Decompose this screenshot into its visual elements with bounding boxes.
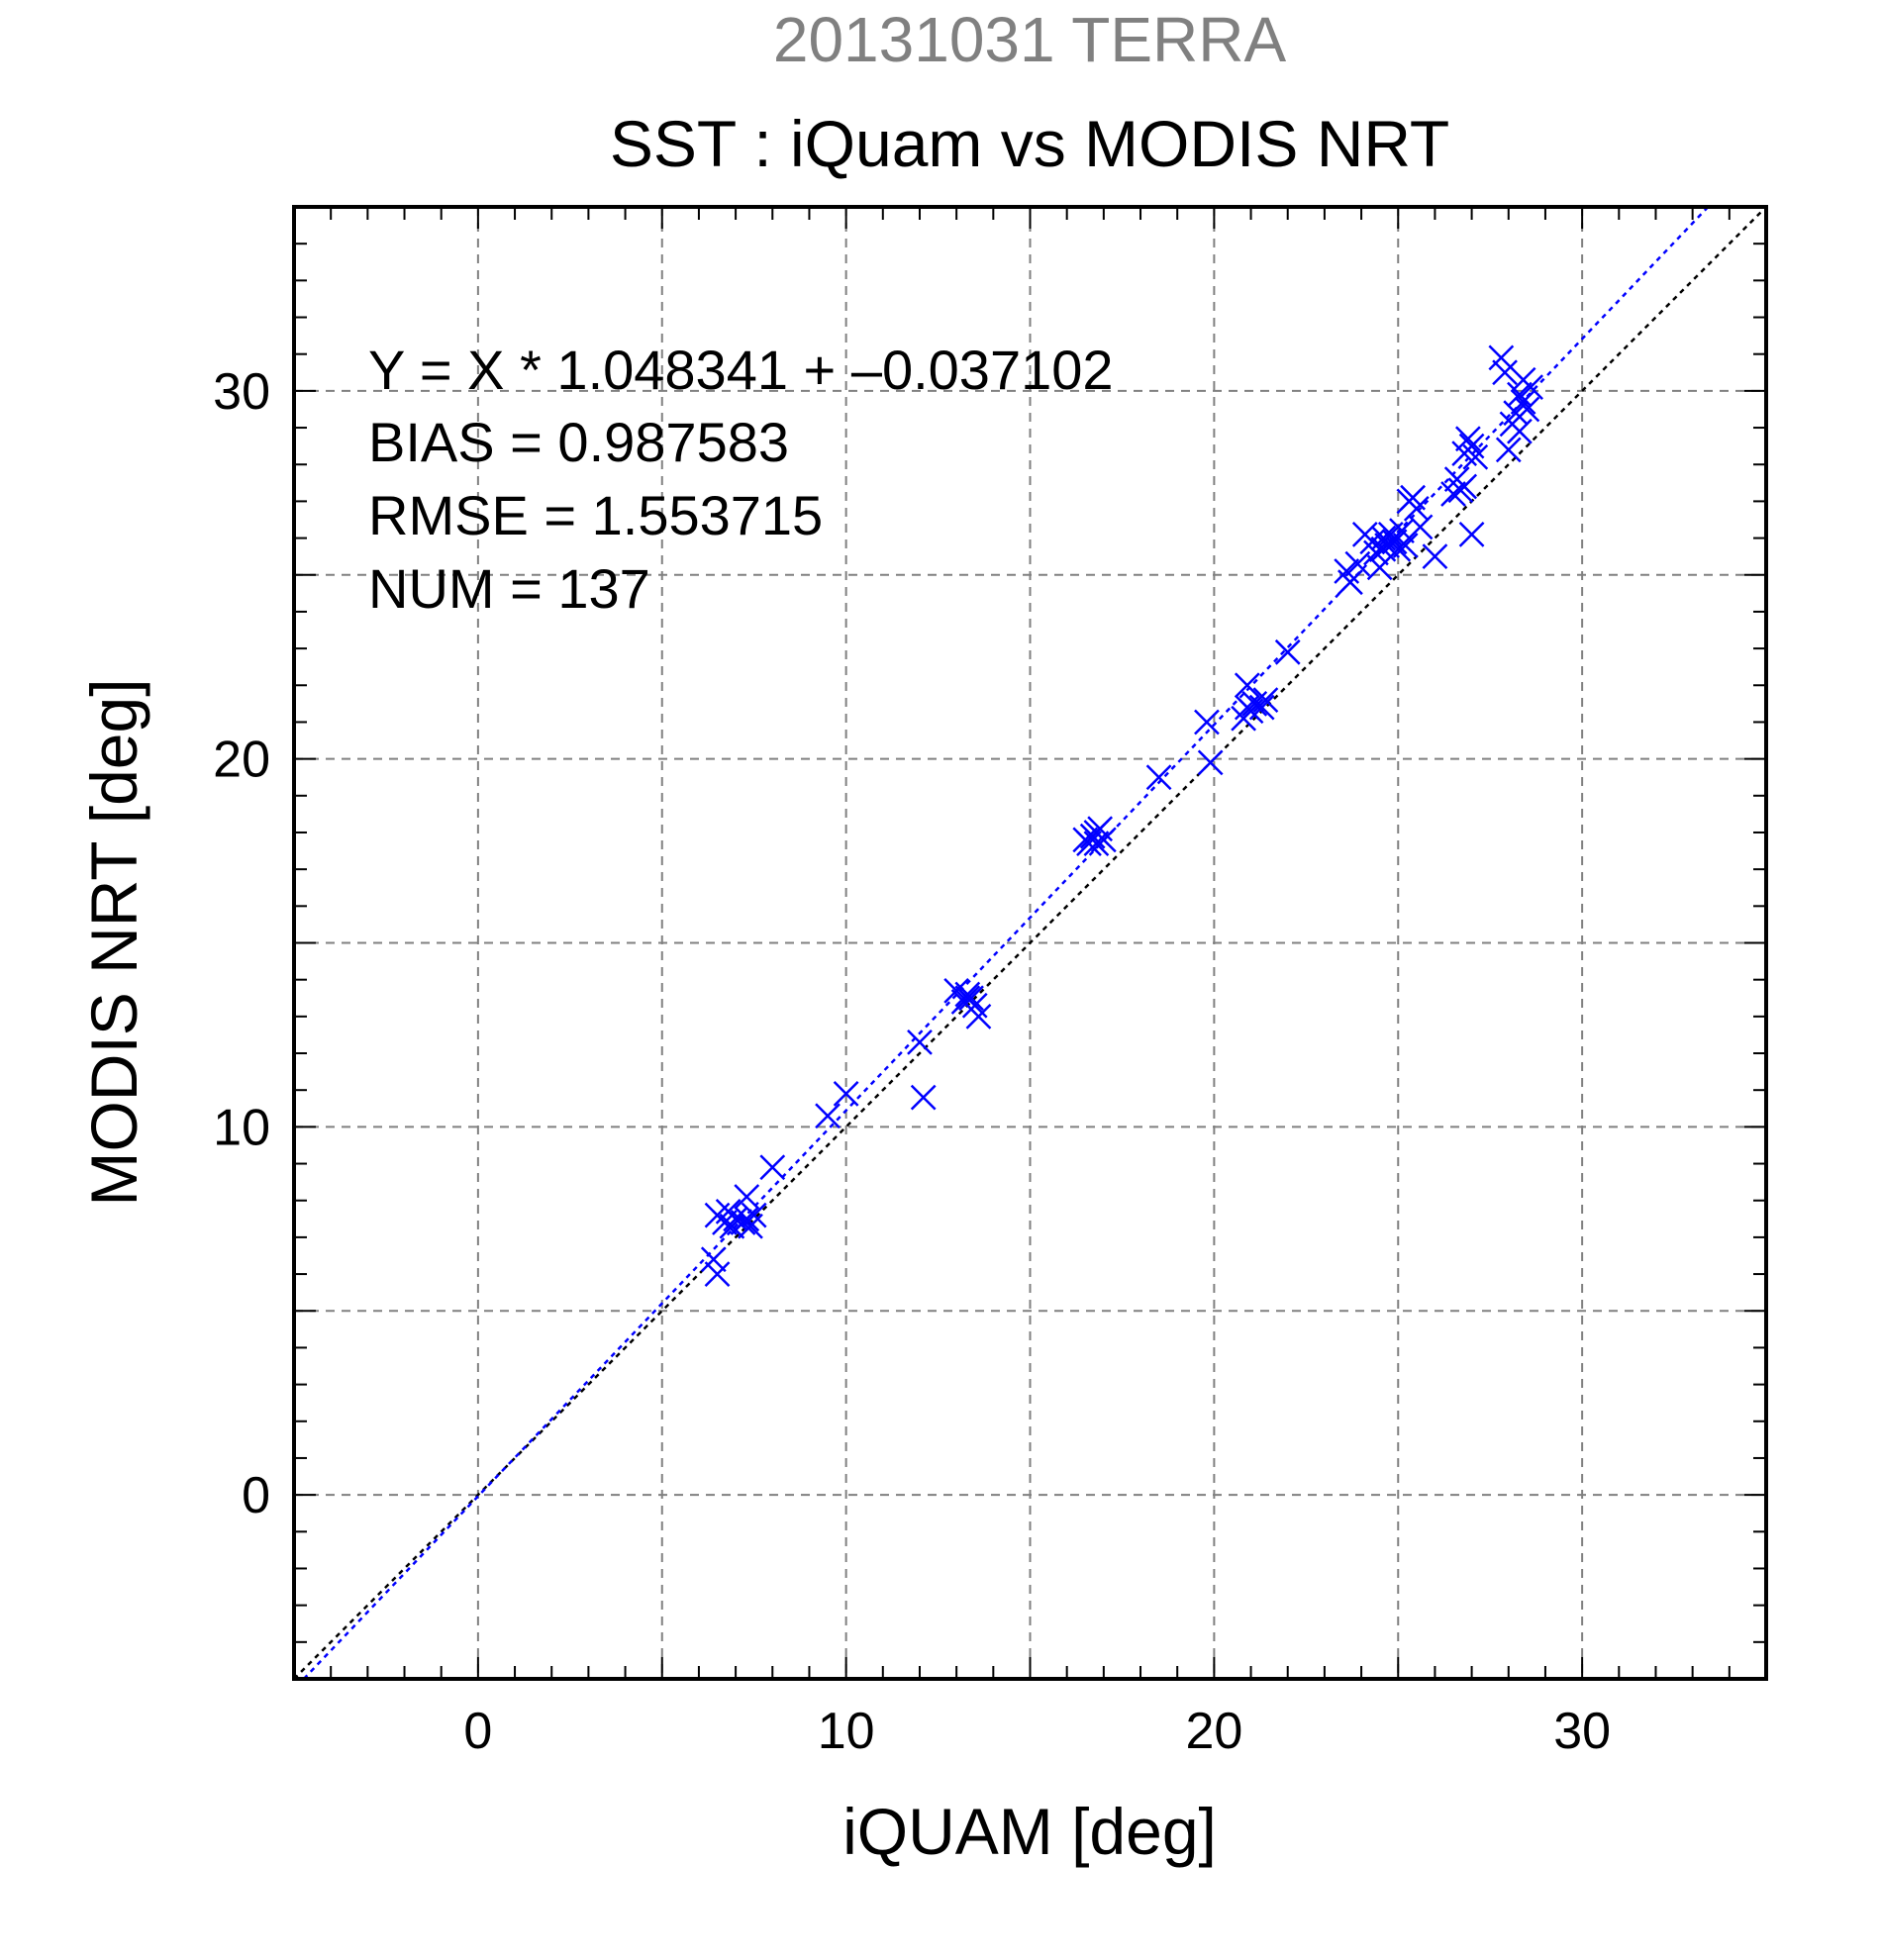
data-points: [700, 344, 1543, 1287]
minor-tick-marks: [294, 207, 1766, 1679]
bias-text: BIAS = 0.987583: [368, 411, 789, 473]
data-point: [1510, 389, 1536, 415]
data-point: [965, 1003, 992, 1029]
plot-frame: [292, 205, 1768, 1681]
data-point: [734, 1184, 760, 1210]
data-point: [954, 985, 981, 1012]
data-point: [907, 1029, 933, 1055]
chart-subtitle: SST : iQuam vs MODIS NRT: [610, 107, 1449, 180]
regression-fit-line: [302, 206, 1710, 1680]
data-point: [1514, 396, 1540, 423]
data-point: [1083, 831, 1110, 857]
grid-lines: [294, 207, 1766, 1679]
reference-lines: [293, 206, 1767, 1680]
data-point: [958, 985, 984, 1012]
data-point: [1381, 529, 1408, 555]
data-point: [1507, 381, 1533, 408]
fit-equation-text: Y = X * 1.048341 + –0.037102: [368, 339, 1114, 401]
data-point: [1451, 473, 1478, 500]
rmse-text: RMSE = 1.553715: [368, 484, 823, 546]
y-axis-title: MODIS NRT [deg]: [77, 678, 150, 1206]
stats-annotation: Y = X * 1.048341 + –0.037102 BIAS = 0.98…: [368, 339, 1114, 620]
data-point: [815, 1103, 841, 1129]
y-tick-label: 0: [242, 1467, 270, 1524]
data-point: [1422, 543, 1448, 570]
data-point: [1337, 569, 1363, 596]
data-point: [1507, 418, 1533, 444]
x-tick-label: 30: [1553, 1703, 1611, 1760]
num-text: NUM = 137: [368, 557, 650, 620]
data-point: [1462, 443, 1489, 470]
data-point: [1274, 638, 1301, 665]
y-tick-label: 10: [213, 1099, 270, 1156]
data-point: [704, 1261, 731, 1287]
y-tick-label: 30: [213, 363, 270, 421]
data-point: [1145, 764, 1172, 791]
x-tick-label: 10: [818, 1703, 875, 1760]
data-point: [1440, 481, 1466, 507]
data-point: [1495, 437, 1522, 463]
data-point: [1363, 539, 1389, 566]
data-point: [1370, 536, 1397, 562]
data-point: [741, 1202, 767, 1228]
data-point: [1083, 820, 1110, 845]
data-point: [1407, 514, 1434, 540]
data-point: [1076, 831, 1102, 857]
x-tick-label: 20: [1185, 1703, 1242, 1760]
y-tick-label: 20: [213, 732, 270, 789]
data-point: [833, 1081, 859, 1107]
data-point: [1252, 687, 1279, 714]
data-point: [1194, 709, 1220, 735]
data-point: [910, 1084, 937, 1111]
data-point: [700, 1246, 727, 1273]
data-point: [1234, 694, 1260, 721]
x-tick-labels: 0 10 20 30: [463, 1703, 1611, 1760]
x-axis-title: iQUAM [deg]: [842, 1795, 1217, 1868]
data-point: [1488, 344, 1515, 371]
data-point: [1344, 550, 1371, 577]
y-tick-labels: 0 10 20 30: [213, 363, 270, 1524]
x-tick-label: 0: [463, 1703, 492, 1760]
chart-title: 20131031 TERRA: [773, 4, 1287, 75]
data-point: [1518, 374, 1543, 401]
data-point: [1197, 749, 1224, 776]
data-point: [1234, 672, 1260, 699]
data-point: [734, 1206, 760, 1232]
data-point: [759, 1154, 786, 1181]
data-point: [1492, 359, 1518, 386]
data-point: [1454, 426, 1481, 452]
data-point: [1458, 521, 1485, 547]
